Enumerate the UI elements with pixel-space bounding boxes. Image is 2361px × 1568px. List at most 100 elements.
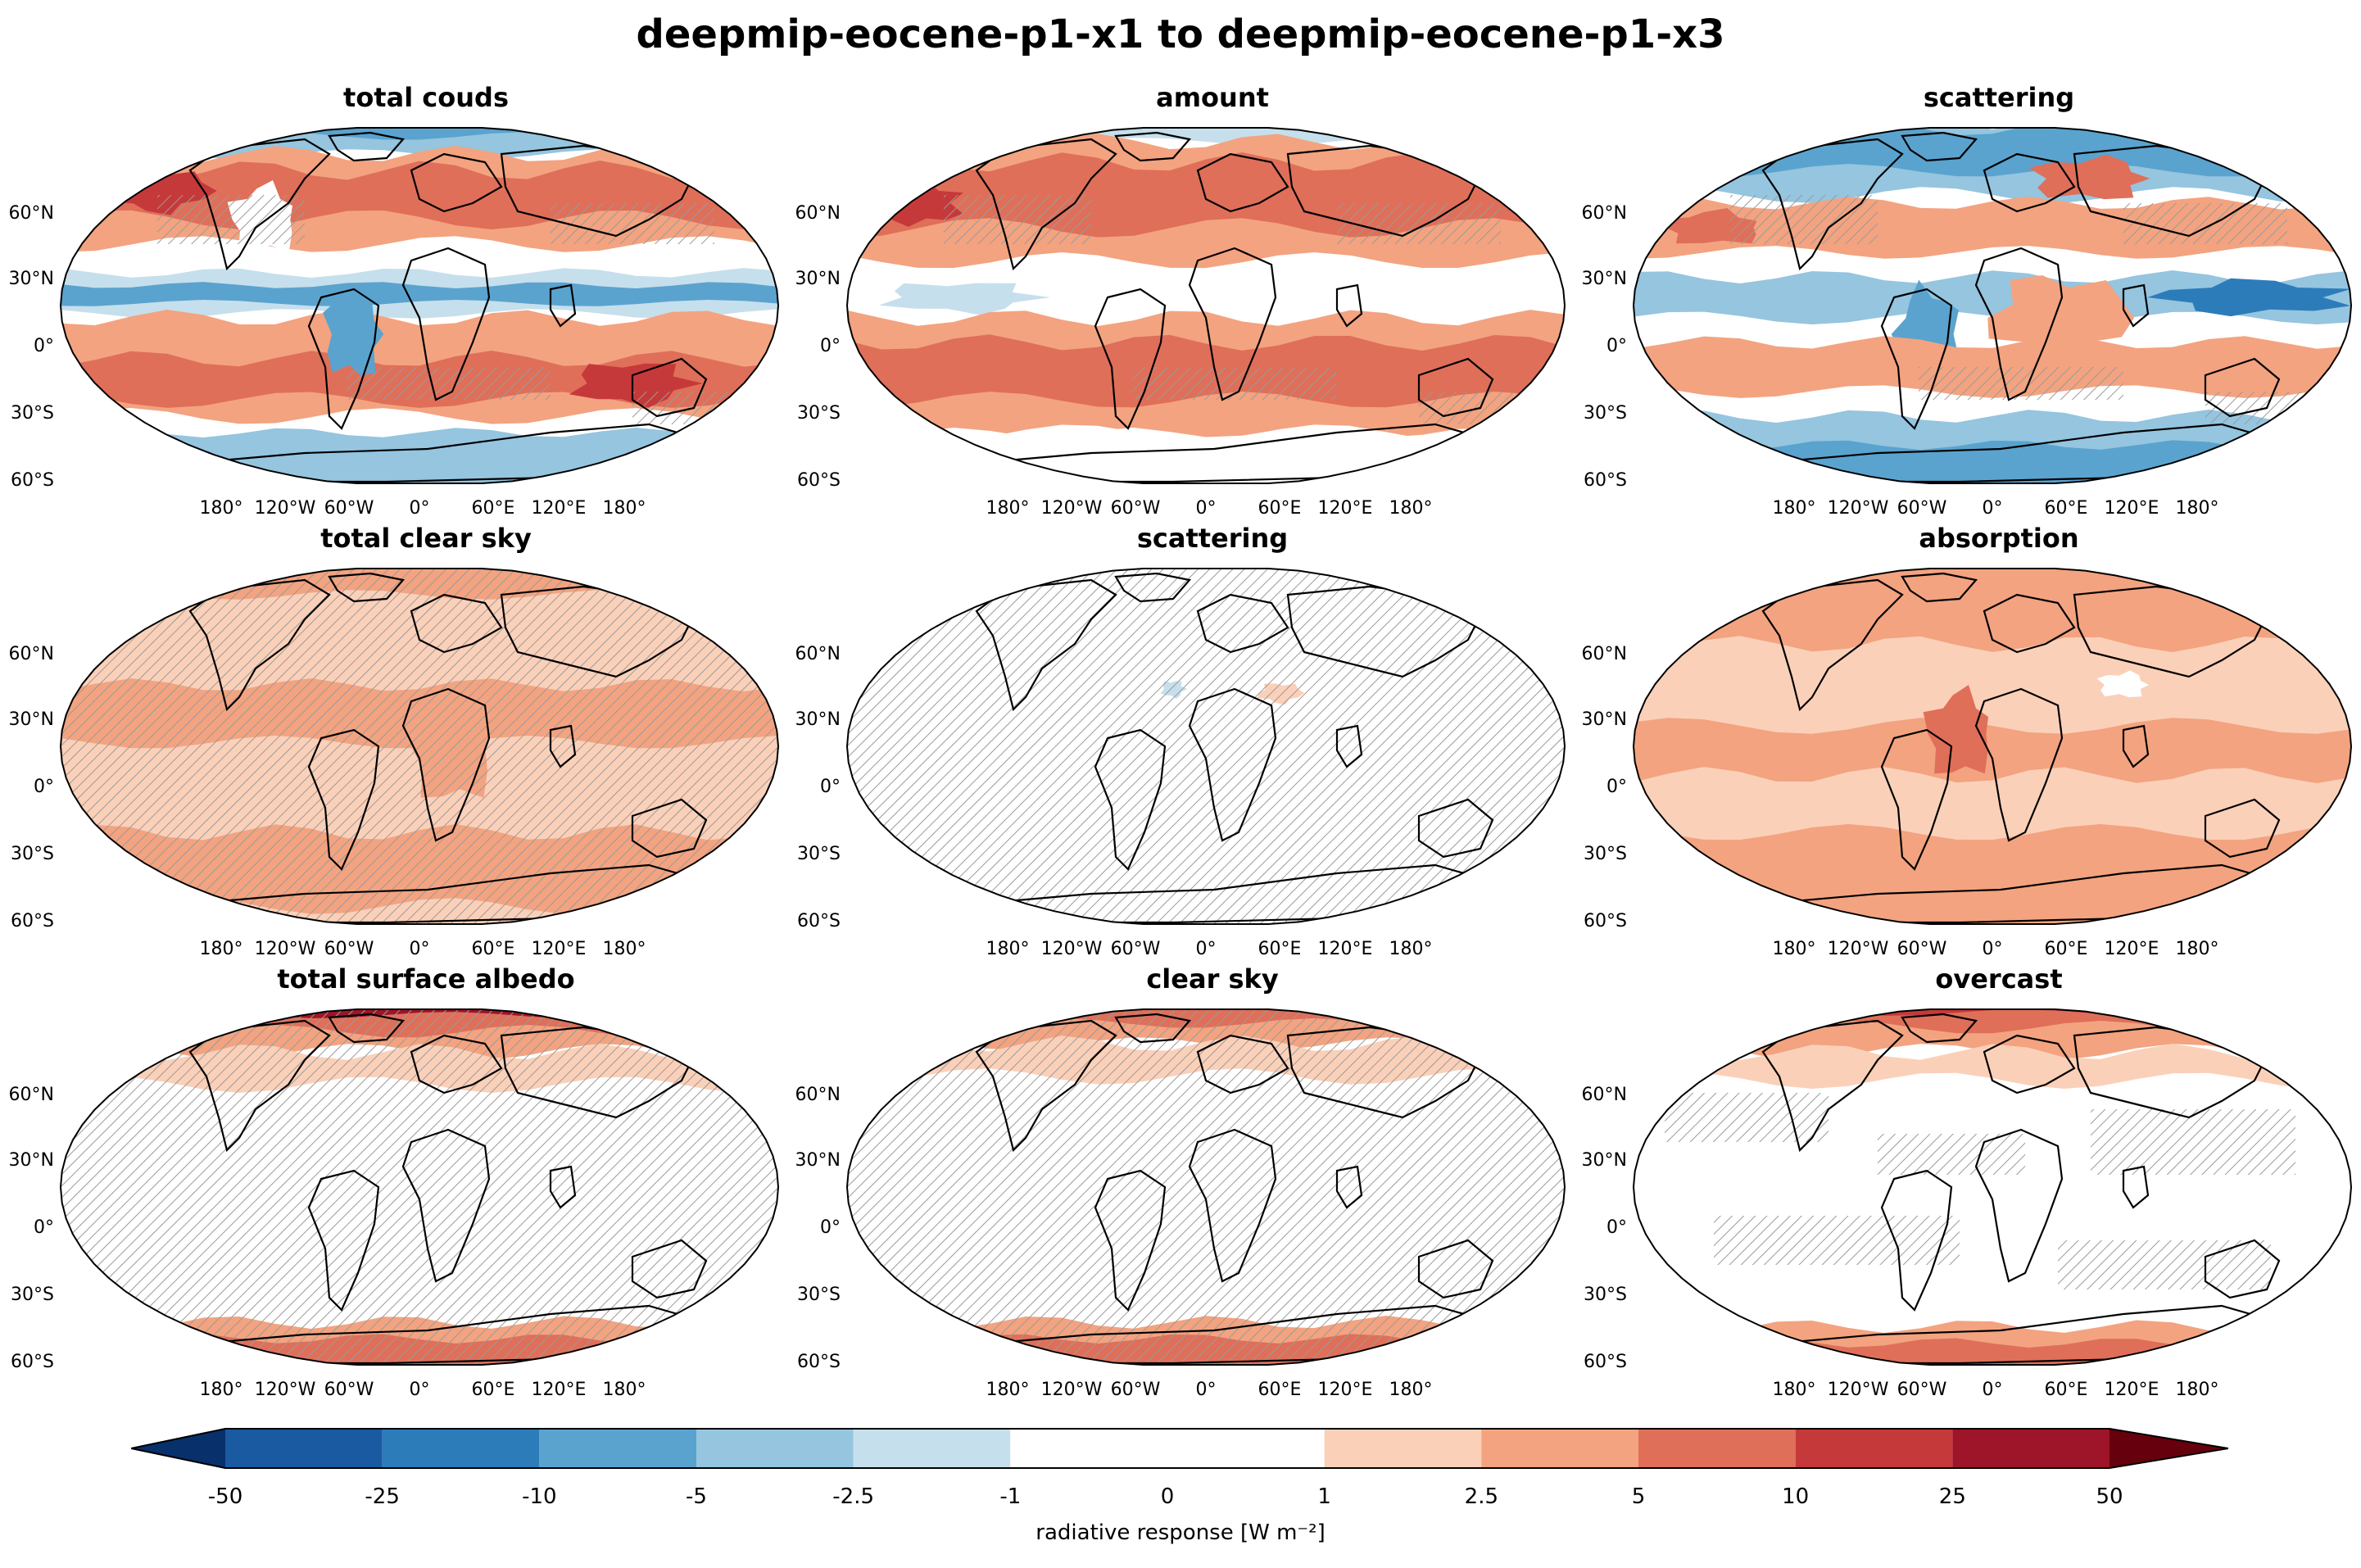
hatching: [847, 569, 1565, 924]
coastline: [549, 724, 577, 768]
map-plot: [1632, 1008, 2353, 1366]
latitude-label: 30°N: [795, 709, 841, 730]
latitude-label: 0°: [34, 336, 54, 356]
longitude-label: 180°: [1389, 498, 1433, 519]
latitude-label: 60°N: [8, 644, 54, 664]
coastline: [1196, 593, 1289, 654]
latitude-label: 60°S: [11, 470, 54, 491]
colorbar-tick-label: -50: [207, 1484, 243, 1509]
longitude-label: 60°W: [1110, 939, 1161, 959]
latitude-label: 60°N: [1581, 203, 1627, 224]
latitude-label: 60°N: [795, 644, 841, 664]
panel-title: overcast: [1935, 963, 2063, 995]
coastline: [188, 1019, 331, 1153]
coastline: [549, 1165, 577, 1209]
latitude-label: 30°N: [1581, 1150, 1627, 1171]
longitude-label: 120°E: [2104, 1380, 2159, 1400]
coastline: [307, 1169, 380, 1312]
panel-title: amount: [1156, 82, 1269, 113]
longitude-label: 60°E: [2044, 498, 2088, 519]
coastline: [328, 572, 406, 603]
coastline: [1188, 247, 1277, 401]
coastline: [631, 798, 708, 859]
coastline: [188, 578, 331, 712]
latitude-label: 60°S: [797, 911, 841, 931]
latitude-label: 30°S: [797, 844, 841, 864]
coastline: [1188, 1128, 1277, 1283]
longitude-label: 60°E: [471, 1380, 515, 1400]
colorbar-segment: [1952, 1429, 2109, 1468]
map-outline: [1632, 568, 2353, 925]
colorbar-tick-label: 0: [1160, 1484, 1175, 1509]
latitude-label: 60°N: [8, 203, 54, 224]
coastline: [1974, 1128, 2064, 1283]
latitude-label: 60°S: [797, 470, 841, 491]
latitude-label: 0°: [820, 1217, 841, 1238]
map-outline: [845, 568, 1566, 925]
latitude-label: 0°: [34, 777, 54, 797]
latitude-label: 0°: [34, 1217, 54, 1238]
longitude-label: 60°E: [471, 498, 515, 519]
map-panel: amount 60°N 30°N 0° 30°S 60°S 180° 120°W 60°W 0° 6…: [795, 82, 1606, 557]
coastline: [1196, 152, 1289, 213]
latitude-label: 30°N: [1581, 709, 1627, 730]
latitude-label: 60°S: [797, 1352, 841, 1372]
longitude-label: 180°: [986, 1380, 1030, 1400]
coastline: [2204, 798, 2281, 859]
colorbar-segment: [1481, 1429, 1638, 1468]
longitude-label: 180°: [199, 939, 243, 959]
colorbar-label: radiative response [W m⁻²]: [1035, 1520, 1326, 1545]
coastline: [1094, 288, 1167, 430]
longitude-label: 180°: [1772, 498, 1816, 519]
coastline: [1761, 138, 1904, 271]
coastline: [631, 357, 708, 418]
map-outline: [845, 127, 1566, 484]
coastline: [1114, 131, 1192, 162]
longitude-label: 120°E: [2104, 498, 2159, 519]
coastline: [1114, 1013, 1192, 1044]
colorbar-tick-label: 1: [1317, 1484, 1331, 1509]
coastline: [2122, 1165, 2150, 1209]
longitude-label: 0°: [1982, 1380, 2003, 1400]
longitude-label: 60°E: [1258, 498, 1302, 519]
map-plot: [59, 1008, 780, 1366]
colorbar: [131, 1428, 2228, 1469]
coastline: [1417, 357, 1494, 418]
longitude-label: 120°W: [1040, 498, 1103, 519]
longitude-label: 60°E: [2044, 939, 2088, 959]
map-plot: [845, 568, 1566, 925]
longitude-label: 0°: [1982, 498, 2003, 519]
coastline: [1983, 152, 2076, 213]
longitude-label: 120°E: [1317, 1380, 1373, 1400]
latitude-label: 30°S: [11, 844, 54, 864]
longitude-label: 120°E: [1317, 498, 1373, 519]
latitude-label: 0°: [1606, 336, 1627, 356]
coastline: [401, 247, 491, 401]
coastline: [975, 138, 1117, 271]
longitude-label: 180°: [1772, 1380, 1816, 1400]
longitude-label: 60°W: [324, 1380, 374, 1400]
longitude-label: 120°W: [1827, 498, 1889, 519]
longitude-label: 60°E: [1258, 1380, 1302, 1400]
longitude-label: 120°W: [254, 1380, 316, 1400]
longitude-label: 120°E: [531, 498, 587, 519]
hatching: [61, 1009, 778, 1365]
colorbar-segment: [1010, 1429, 1325, 1468]
longitude-label: 60°E: [2044, 1380, 2088, 1400]
latitude-label: 60°N: [8, 1085, 54, 1105]
panel-title: total clear sky: [320, 523, 532, 554]
coastline: [410, 1034, 503, 1094]
coastline: [1880, 728, 1953, 871]
longitude-label: 120°W: [1040, 1380, 1103, 1400]
coastline: [1901, 1013, 1978, 1044]
coastline: [2122, 724, 2150, 768]
longitude-label: 120°E: [531, 1380, 587, 1400]
latitude-label: 30°S: [1584, 403, 1627, 424]
panel-title: clear sky: [1146, 963, 1279, 995]
coastline: [1335, 1165, 1363, 1209]
latitude-label: 0°: [1606, 1217, 1627, 1238]
longitude-label: 0°: [1195, 498, 1217, 519]
longitude-label: 0°: [409, 498, 430, 519]
colorbar-segment: [1638, 1429, 1796, 1468]
longitude-label: 60°W: [324, 498, 374, 519]
